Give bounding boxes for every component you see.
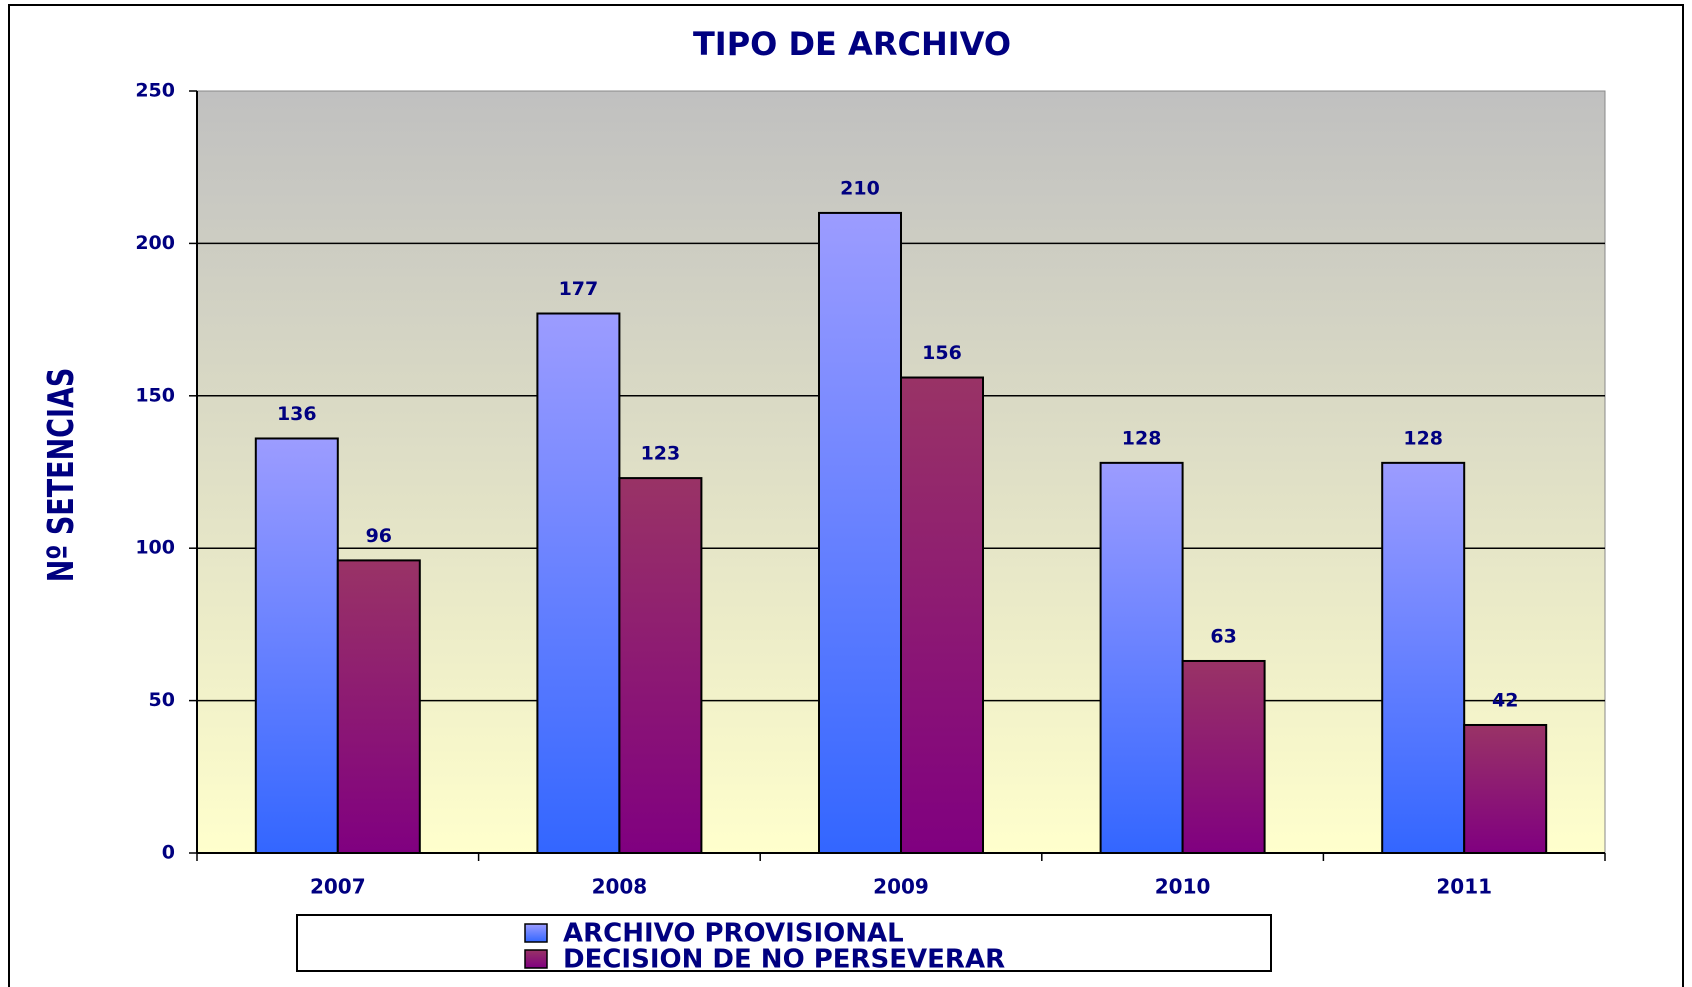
legend-label: ARCHIVO PROVISIONAL bbox=[563, 919, 904, 949]
bar bbox=[818, 211, 902, 855]
value-label: 136 bbox=[277, 403, 317, 425]
y-tick-label: 0 bbox=[162, 842, 175, 864]
bar bbox=[1181, 659, 1266, 855]
legend-swatch bbox=[524, 923, 548, 943]
y-axis-label: Nº SETENCIAS bbox=[39, 368, 82, 583]
x-tick-label: 2011 bbox=[1436, 875, 1492, 899]
x-tick-label: 2009 bbox=[873, 875, 929, 899]
y-tick-label: 150 bbox=[135, 384, 175, 406]
legend-label: DECISION DE NO PERSEVERAR bbox=[563, 945, 1005, 975]
bar bbox=[1381, 461, 1466, 854]
x-tick-label: 2008 bbox=[592, 875, 648, 899]
value-label: 96 bbox=[366, 525, 392, 547]
y-tick-label: 200 bbox=[135, 232, 175, 254]
bar bbox=[254, 437, 339, 854]
value-label: 123 bbox=[641, 443, 681, 465]
x-tick-label: 2007 bbox=[310, 875, 366, 899]
value-label: 128 bbox=[1122, 427, 1162, 449]
y-tick-label: 50 bbox=[149, 689, 175, 711]
x-tick-label: 2010 bbox=[1155, 875, 1211, 899]
bar bbox=[1463, 723, 1548, 855]
y-tick-label: 250 bbox=[135, 80, 175, 102]
bar bbox=[336, 559, 421, 855]
bar bbox=[1099, 461, 1184, 854]
chart-title: TIPO DE ARCHIVO bbox=[693, 25, 1011, 63]
value-label: 128 bbox=[1403, 427, 1443, 449]
value-label: 63 bbox=[1210, 625, 1236, 647]
bar bbox=[536, 312, 621, 854]
y-tick-label: 100 bbox=[135, 537, 175, 559]
value-label: 177 bbox=[559, 278, 599, 300]
bar bbox=[900, 376, 984, 854]
value-label: 42 bbox=[1492, 689, 1518, 711]
legend-swatch bbox=[524, 949, 548, 969]
value-label: 210 bbox=[840, 177, 880, 199]
legend bbox=[296, 914, 1272, 972]
value-label: 156 bbox=[922, 342, 962, 364]
bar bbox=[618, 477, 703, 854]
